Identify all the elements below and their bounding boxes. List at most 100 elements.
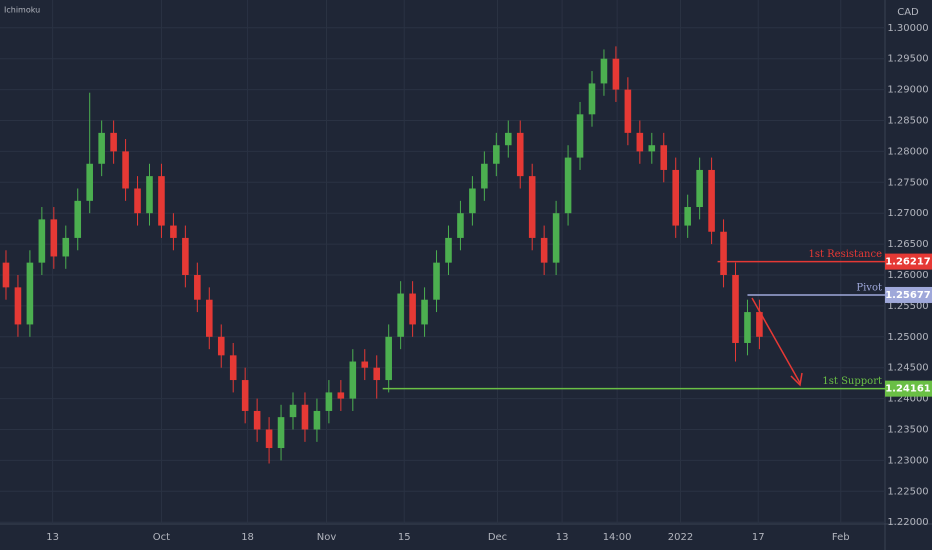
candle-body	[98, 132, 105, 164]
candle-body	[110, 132, 117, 152]
candle-body	[301, 404, 309, 430]
candle-body	[744, 312, 751, 343]
x-tick-label: 13	[46, 532, 59, 543]
candle-body	[14, 287, 22, 325]
candle-body	[564, 157, 572, 214]
candle-body	[182, 237, 189, 275]
indicator-label: Ichimoku	[4, 6, 40, 15]
candle-body	[373, 367, 381, 381]
currency-label: CAD	[897, 7, 919, 18]
x-tick-label: 14:00	[603, 532, 632, 543]
candle-body	[528, 176, 536, 238]
candle-body	[756, 312, 763, 337]
y-tick-label: 1.25000	[887, 332, 928, 343]
level-price-label: 1.26217	[885, 257, 931, 268]
candle-body	[493, 145, 500, 164]
y-tick-label: 1.22500	[887, 486, 928, 497]
candle-body	[540, 237, 548, 263]
y-tick-label: 1.30000	[887, 23, 928, 34]
candle-body	[445, 237, 452, 263]
x-tick-label: Dec	[488, 532, 507, 543]
y-tick-label: 1.24500	[887, 363, 928, 374]
candle-body	[397, 293, 404, 337]
level-price-label: 1.24161	[885, 384, 931, 395]
candle-body	[516, 132, 524, 177]
candle-body	[672, 169, 679, 226]
candle-body	[325, 392, 333, 411]
candle-body	[624, 89, 632, 133]
candle-body	[481, 163, 488, 189]
y-tick-label: 1.26000	[887, 270, 928, 281]
y-tick-label: 1.29000	[887, 85, 928, 96]
candle-body	[576, 114, 584, 158]
candle-body	[660, 145, 668, 170]
level-name: Pivot	[856, 282, 882, 293]
y-tick-label: 1.27000	[887, 208, 928, 219]
x-tick-label: 2022	[668, 532, 693, 543]
candle-body	[648, 145, 656, 152]
candle-body	[206, 299, 213, 337]
candle-body	[194, 275, 201, 300]
y-tick-label: 1.28500	[887, 116, 928, 127]
candle-body	[732, 275, 739, 343]
candle-body	[2, 262, 10, 288]
x-tick-label: Oct	[153, 532, 170, 543]
candle-body	[86, 163, 93, 201]
candle-body	[612, 58, 620, 90]
level-price-label: 1.25677	[885, 290, 931, 301]
x-tick-label: 13	[556, 532, 569, 543]
candle-body	[552, 213, 560, 263]
candle-body	[289, 404, 297, 418]
x-tick-label: 17	[752, 532, 765, 543]
candle-body	[122, 151, 129, 189]
candle-body	[385, 336, 392, 381]
candle-body	[349, 361, 357, 399]
y-tick-label: 1.23000	[887, 455, 928, 466]
candle-body	[277, 417, 285, 449]
x-tick-label: 15	[398, 532, 411, 543]
candle-body	[313, 410, 321, 430]
candle-body	[253, 410, 261, 430]
candle-body	[158, 176, 165, 226]
candle-body	[26, 262, 34, 325]
candle-body	[361, 361, 369, 368]
y-tick-label: 1.23500	[887, 424, 928, 435]
candle-body	[504, 132, 512, 146]
level-price-box	[885, 380, 932, 397]
candle-body	[588, 83, 596, 115]
candle-body	[409, 293, 416, 325]
candle-body	[241, 380, 249, 411]
y-tick-label: 1.24000	[887, 394, 928, 405]
candle-body	[337, 392, 345, 399]
candle-body	[50, 219, 58, 257]
candle-body	[433, 262, 440, 300]
level-price-box	[885, 286, 932, 303]
candle-body	[217, 336, 225, 356]
candle-body	[696, 169, 703, 208]
y-tick-label: 1.22000	[887, 517, 928, 528]
candle-body	[684, 207, 691, 226]
x-tick-label: Feb	[832, 532, 850, 543]
candle-body	[720, 231, 727, 275]
candle-body	[62, 237, 70, 257]
level-name: 1st Support	[822, 376, 882, 387]
candle-body	[229, 355, 237, 381]
candle-body	[170, 225, 177, 238]
candle-body	[636, 132, 644, 152]
y-tick-label: 1.26500	[887, 239, 928, 250]
level-price-box	[885, 253, 932, 270]
x-tick-label: Nov	[317, 532, 337, 543]
y-tick-label: 1.29500	[887, 54, 928, 65]
candle-body	[457, 213, 464, 238]
candle-body	[265, 429, 273, 449]
candle-body	[421, 299, 428, 325]
arrow-head	[790, 372, 803, 387]
candle-body	[469, 188, 476, 214]
candle-body	[146, 176, 153, 214]
candle-body	[38, 219, 46, 263]
y-tick-label: 1.27500	[887, 177, 928, 188]
candle-body	[708, 169, 715, 232]
level-name: 1st Resistance	[808, 249, 882, 260]
x-tick-label: 18	[241, 532, 254, 543]
